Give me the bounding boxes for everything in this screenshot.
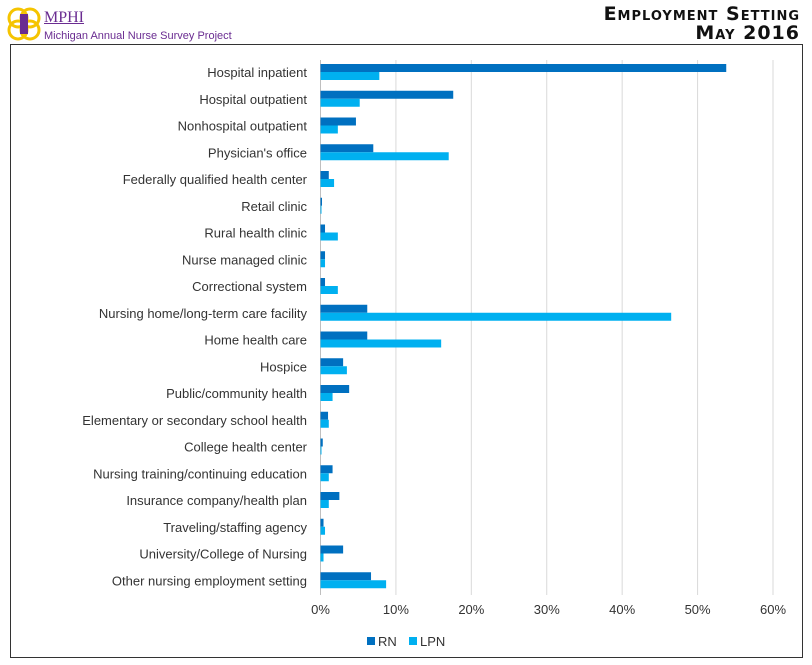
bar-rn bbox=[320, 545, 344, 554]
bar-rn bbox=[320, 358, 344, 367]
legend-label: RN bbox=[378, 634, 397, 649]
legend-label: LPN bbox=[420, 634, 445, 649]
bar-rn bbox=[320, 465, 333, 474]
category-label: University/College of Nursing bbox=[139, 547, 307, 562]
bar-lpn bbox=[320, 98, 360, 107]
category-label: Physician's office bbox=[208, 145, 307, 160]
bar-lpn bbox=[320, 152, 449, 161]
x-tick-label: 30% bbox=[534, 602, 560, 617]
bar-lpn bbox=[320, 500, 329, 508]
mphi-logo bbox=[7, 7, 41, 41]
category-label: College health center bbox=[184, 440, 308, 455]
x-tick-label: 0% bbox=[311, 602, 330, 617]
category-label: Other nursing employment setting bbox=[112, 573, 307, 588]
category-label: Retail clinic bbox=[241, 199, 307, 214]
bar-rn bbox=[320, 438, 323, 447]
category-label: Public/community health bbox=[166, 386, 307, 401]
bar-rn bbox=[320, 304, 368, 313]
category-label: Insurance company/health plan bbox=[126, 493, 307, 508]
bar-lpn bbox=[320, 259, 326, 268]
bar-rn bbox=[320, 331, 368, 340]
category-label: Federally qualified health center bbox=[123, 172, 308, 187]
x-tick-label: 10% bbox=[383, 602, 409, 617]
bar-lpn bbox=[320, 553, 324, 562]
legend-swatch-rn bbox=[367, 637, 375, 645]
bar-lpn bbox=[320, 580, 387, 589]
x-tick-label: 20% bbox=[458, 602, 484, 617]
bar-rn bbox=[320, 117, 356, 126]
bar-rn bbox=[320, 411, 329, 420]
bar-lpn bbox=[320, 312, 672, 321]
bar-rn bbox=[320, 197, 323, 206]
category-label: Nursing home/long-term care facility bbox=[99, 306, 308, 321]
page-subtitle: May 2016 bbox=[695, 22, 800, 44]
x-tick-label: 60% bbox=[760, 602, 786, 617]
bar-rn bbox=[320, 385, 350, 393]
category-label: Hospital inpatient bbox=[207, 65, 307, 80]
category-label: Correctional system bbox=[192, 279, 307, 294]
bar-lpn bbox=[320, 179, 335, 187]
bar-rn bbox=[320, 144, 374, 153]
x-tick-label: 50% bbox=[685, 602, 711, 617]
bar-lpn bbox=[320, 393, 333, 401]
bar-lpn bbox=[320, 526, 326, 535]
category-label: Rural health clinic bbox=[204, 226, 307, 241]
bar-rn bbox=[320, 171, 329, 179]
bar-lpn bbox=[320, 232, 338, 241]
bar-rn bbox=[320, 251, 326, 260]
legend-swatch-lpn bbox=[409, 637, 417, 645]
bar-rn bbox=[320, 492, 340, 500]
category-label: Nurse managed clinic bbox=[182, 252, 308, 267]
category-label: Nursing training/continuing education bbox=[93, 466, 307, 481]
page-title: Employment Setting bbox=[603, 3, 800, 25]
bar-lpn bbox=[320, 446, 322, 455]
chart-frame bbox=[10, 44, 803, 658]
bar-lpn bbox=[320, 286, 338, 294]
bar-rn bbox=[320, 224, 326, 233]
bar-rn bbox=[320, 90, 454, 99]
bar-lpn bbox=[320, 205, 322, 214]
category-label: Traveling/staffing agency bbox=[163, 520, 307, 535]
bar-lpn bbox=[320, 366, 347, 375]
category-label: Hospital outpatient bbox=[199, 92, 307, 107]
org-name: MPHI bbox=[44, 9, 85, 26]
category-label: Hospice bbox=[260, 359, 307, 374]
bar-rn bbox=[320, 518, 324, 527]
category-label: Nonhospital outpatient bbox=[178, 119, 308, 134]
bar-lpn bbox=[320, 473, 329, 482]
bar-lpn bbox=[320, 125, 338, 134]
x-tick-label: 40% bbox=[609, 602, 635, 617]
bar-rn bbox=[320, 572, 372, 581]
bar-rn bbox=[320, 64, 727, 72]
project-name: Michigan Annual Nurse Survey Project bbox=[44, 30, 232, 42]
bar-lpn bbox=[320, 339, 442, 348]
bar-lpn bbox=[320, 419, 329, 428]
bar-rn bbox=[320, 278, 326, 286]
category-label: Home health care bbox=[204, 333, 307, 348]
bar-lpn bbox=[320, 72, 380, 80]
category-label: Elementary or secondary school health bbox=[82, 413, 307, 428]
